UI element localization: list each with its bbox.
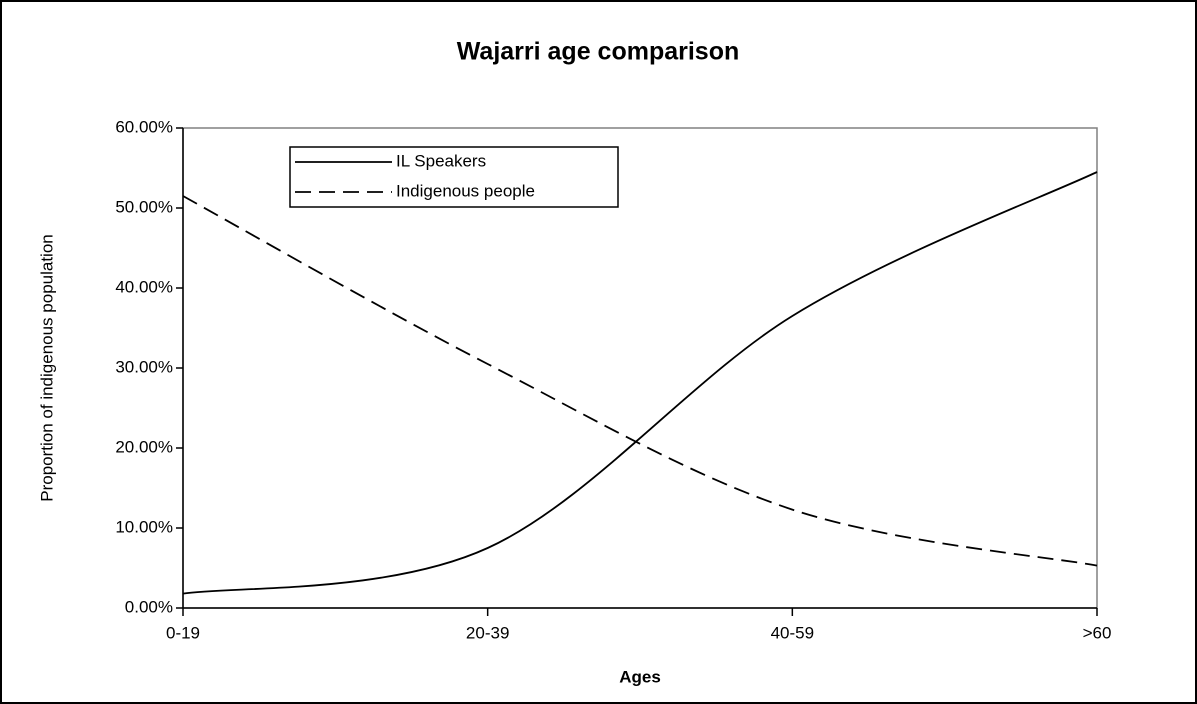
legend-label: IL Speakers <box>396 151 486 170</box>
series-line <box>182 171 1098 595</box>
x-tick-label: 40-59 <box>771 623 814 642</box>
series-line <box>182 195 1098 567</box>
x-tick-label: 0-19 <box>166 623 200 642</box>
chart-title: Wajarri age comparison <box>457 38 740 66</box>
y-tick-label: 0.00% <box>125 597 173 616</box>
y-tick-label: 30.00% <box>115 357 173 376</box>
x-tick-label: >60 <box>1083 623 1112 642</box>
y-tick-label: 40.00% <box>115 277 173 296</box>
y-tick-label: 50.00% <box>115 197 173 216</box>
legend-box <box>289 146 619 208</box>
y-axis-label: Proportion of indigenous population <box>37 234 56 501</box>
x-tick-label: 20-39 <box>466 623 509 642</box>
legend-label: Indigenous people <box>396 181 535 200</box>
y-tick-label: 10.00% <box>115 517 173 536</box>
x-axis-label: Ages <box>619 667 661 686</box>
y-tick-label: 60.00% <box>115 117 173 136</box>
y-tick-label: 20.00% <box>115 437 173 456</box>
